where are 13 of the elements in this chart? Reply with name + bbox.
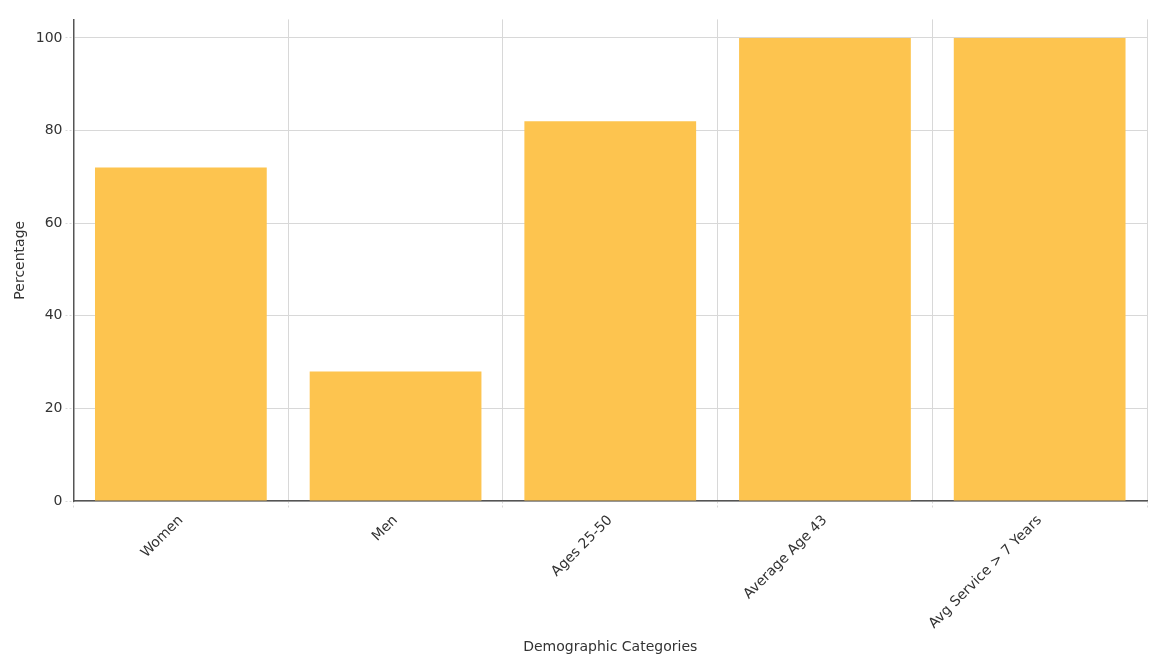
bar	[524, 121, 697, 501]
y-tick-label: 60	[44, 213, 63, 230]
x-axis-title: Demographic Categories	[523, 638, 698, 655]
y-tick-label: 40	[44, 306, 63, 323]
bar	[94, 167, 267, 501]
bar	[309, 371, 482, 501]
bar	[953, 37, 1126, 501]
bar	[739, 37, 911, 501]
y-tick-label: 0	[53, 491, 63, 508]
y-tick-label: 100	[35, 28, 63, 45]
y-tick-label: 20	[44, 399, 63, 416]
y-tick-label: 80	[44, 121, 63, 138]
y-axis-title: Percentage	[11, 220, 28, 300]
